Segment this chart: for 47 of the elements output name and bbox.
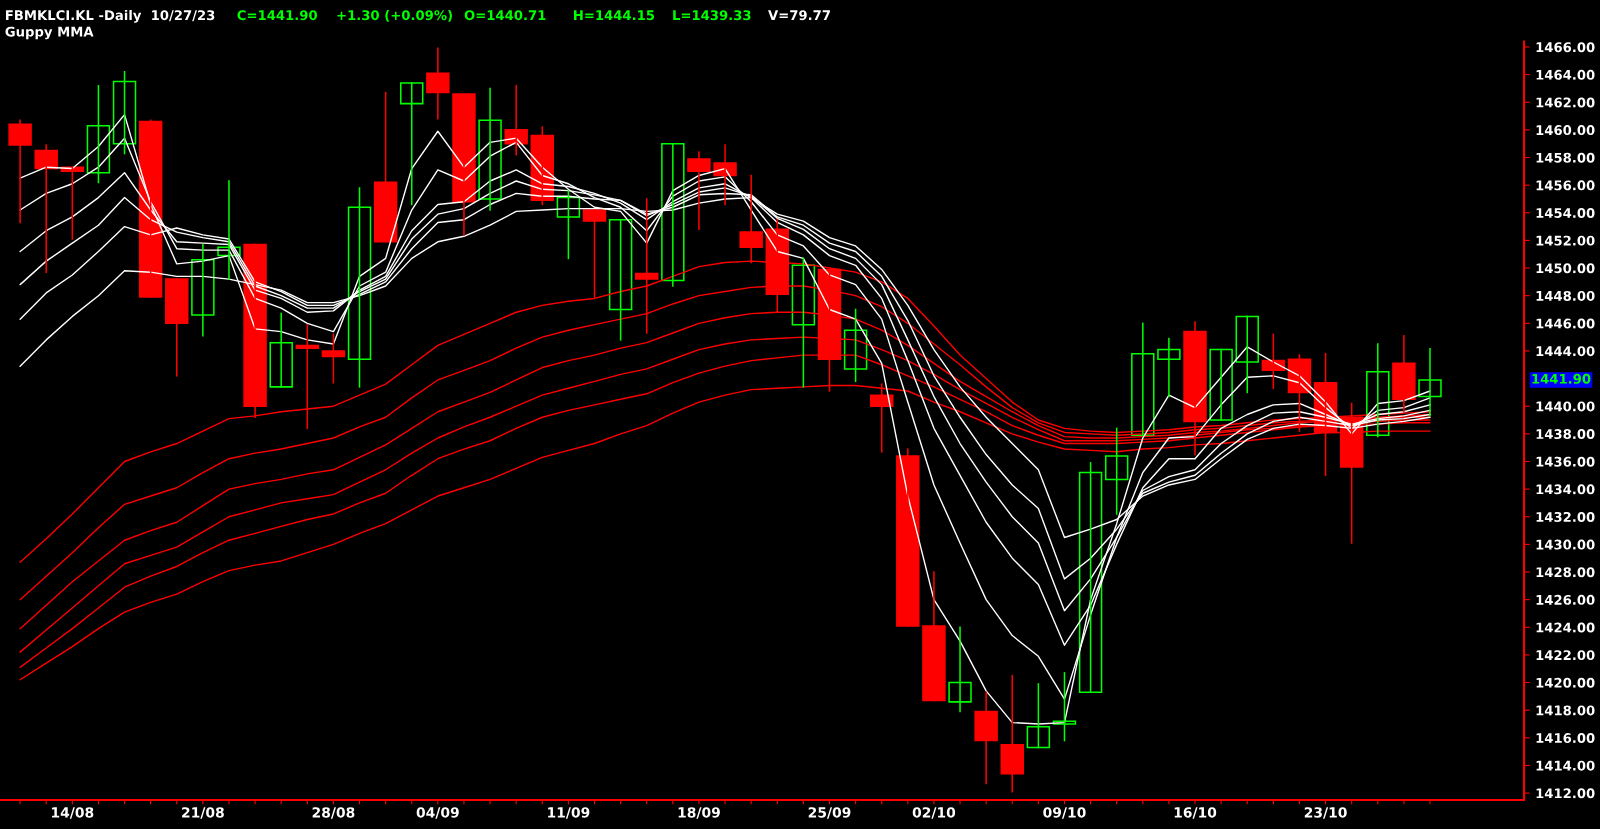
y-tick-label: 1422.00 bbox=[1536, 650, 1595, 661]
y-tick-label: 1428.00 bbox=[1536, 567, 1595, 578]
y-tick-label: 1446.00 bbox=[1536, 318, 1595, 329]
text: H=1444.15 bbox=[574, 10, 655, 21]
y-tick-label: 1456.00 bbox=[1536, 180, 1595, 191]
x-tick-label: 02/10 bbox=[912, 807, 956, 819]
x-tick-label: 09/10 bbox=[1043, 807, 1086, 819]
y-tick-label: 1448.00 bbox=[1536, 290, 1595, 301]
x-tick-label: 25/09 bbox=[808, 807, 851, 819]
y-tick-label: 1464.00 bbox=[1536, 69, 1595, 80]
text: C=1441.90 bbox=[237, 10, 317, 21]
y-tick-label: 1462.00 bbox=[1536, 97, 1595, 108]
y-tick-label: 1414.00 bbox=[1536, 760, 1595, 771]
text: V=79.77 bbox=[768, 10, 830, 21]
y-tick-label: 1430.00 bbox=[1536, 539, 1595, 550]
text: +1.30 (+0.09%) bbox=[337, 9, 452, 22]
y-tick-label: 1426.00 bbox=[1536, 594, 1595, 605]
x-tick-label: 16/10 bbox=[1174, 807, 1217, 819]
x-tick-label: 11/09 bbox=[548, 807, 590, 819]
y-tick-label: 1434.00 bbox=[1536, 484, 1595, 495]
y-tick-label: 1412.00 bbox=[1536, 788, 1595, 799]
text: O=1440.71 bbox=[464, 10, 546, 21]
text: 1441.90 bbox=[1532, 373, 1591, 384]
y-tick-label: 1438.00 bbox=[1536, 429, 1595, 440]
chart-title: FBMKLCI.KL -Daily 10/27/23 bbox=[6, 9, 215, 23]
y-tick-label: 1444.00 bbox=[1536, 346, 1595, 357]
x-tick-label: 14/08 bbox=[52, 807, 94, 819]
y-tick-label: 1424.00 bbox=[1536, 622, 1595, 633]
x-tick-label: 28/08 bbox=[312, 807, 355, 819]
y-tick-label: 1432.00 bbox=[1536, 511, 1595, 522]
text: L=1439.33 bbox=[673, 10, 751, 21]
y-tick-label: 1466.00 bbox=[1536, 42, 1595, 53]
x-tick-label: 23/10 bbox=[1304, 807, 1347, 819]
x-tick-label: 04/09 bbox=[416, 807, 459, 819]
x-tick-label: 18/09 bbox=[678, 807, 720, 819]
y-tick-label: 1450.00 bbox=[1536, 263, 1595, 274]
y-tick-label: 1436.00 bbox=[1536, 456, 1595, 467]
y-tick-label: 1454.00 bbox=[1536, 208, 1595, 218]
y-tick-label: 1458.00 bbox=[1536, 152, 1595, 163]
y-tick-label: 1420.00 bbox=[1536, 677, 1595, 688]
y-tick-label: 1452.00 bbox=[1536, 235, 1595, 246]
y-tick-label: 1440.00 bbox=[1536, 401, 1595, 412]
y-tick-label: 1418.00 bbox=[1536, 705, 1595, 716]
x-tick-label: 21/08 bbox=[182, 807, 224, 819]
y-tick-label: 1416.00 bbox=[1536, 733, 1595, 744]
y-tick-label: 1460.00 bbox=[1536, 125, 1595, 136]
chart-subtitle: Guppy MMA bbox=[5, 26, 94, 40]
